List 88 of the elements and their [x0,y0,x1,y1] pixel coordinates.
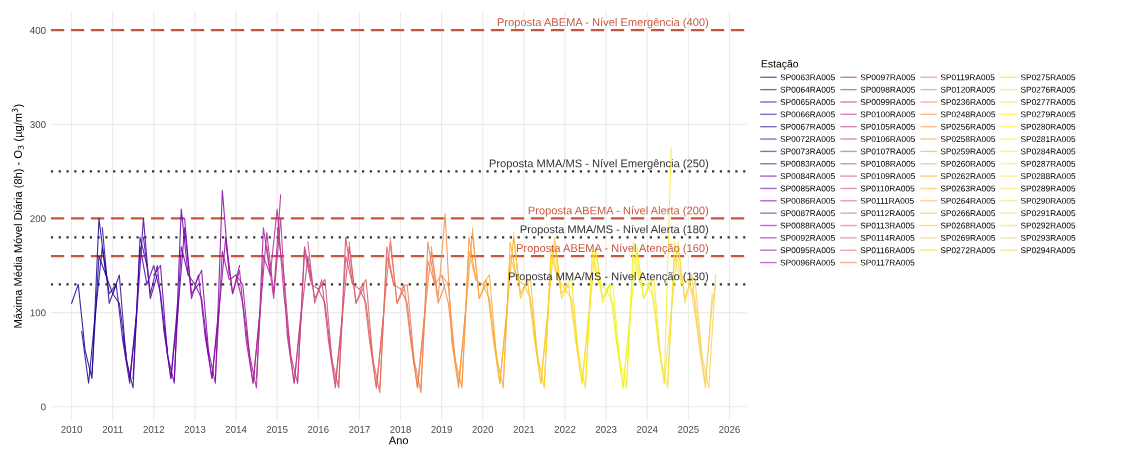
legend-label: SP0280RA005 [1020,123,1076,130]
legend-label: SP0084RA005 [780,173,835,180]
legend-label: SP0117RA005 [860,259,915,266]
legend-label: SP0279RA005 [1020,111,1076,118]
legend-label: SP0236RA005 [940,99,996,105]
legend-label: SP0119RA005 [940,74,995,81]
legend-label: SP0065RA005 [780,99,835,105]
legend-label: SP0083RA005 [780,160,835,167]
legend-label: SP0092RA005 [780,234,835,241]
x-tick-label: 2019 [431,425,452,433]
x-tick-label: 2024 [636,425,658,433]
legend-label: SP0259RA005 [940,148,996,155]
x-tick-label: 2020 [472,425,494,433]
legend-label: SP0268RA005 [940,222,996,229]
x-tick-label: 2023 [595,425,617,433]
x-tick-label: 2017 [349,425,370,433]
legend-label: SP0085RA005 [780,185,835,192]
legend-label: SP0087RA005 [780,210,835,217]
legend-label: SP0269RA005 [940,234,996,241]
y-axis-title: Máxima Média Móvel Diária (8h) - O$_{3}$ (µg/m$^{3}$) [11,104,25,328]
x-tick-label: 2022 [554,425,576,433]
legend-label: SP0248RA005 [940,111,996,118]
legend-label: SP0275RA005 [1020,74,1076,81]
legend-label: SP0256RA005 [940,123,996,130]
legend-label: SP0106RA005 [860,136,915,143]
x-tick-label: 2010 [61,425,83,433]
y-tick-label: 400 [30,26,46,34]
legend-label: SP0067RA005 [780,123,835,130]
x-tick-label: 2013 [184,425,206,433]
legend-label: SP0107RA005 [860,148,915,155]
legend-label: SP0096RA005 [780,259,835,266]
legend-label: SP0114RA005 [860,234,915,241]
legend-label: SP0276RA005 [1020,86,1076,93]
x-tick-label: 2014 [225,425,247,433]
legend-label: SP0066RA005 [780,111,835,118]
legend-label: SP0098RA005 [860,86,915,93]
ref-line-label: Proposta ABEMA - Nível Emergência (400) [497,17,709,29]
legend-title: Estação [761,59,799,70]
legend-label: SP0088RA005 [780,222,835,229]
legend-label: SP0287RA005 [1020,160,1076,167]
legend-label: SP0073RA005 [780,148,835,155]
x-axis-title: Ano [388,436,409,445]
legend-label: SP0264RA005 [940,197,996,204]
y-tick-label: 0 [41,403,46,411]
legend-label: SP0292RA005 [1020,222,1076,229]
legend-label: SP0108RA005 [860,160,915,167]
legend-label: SP0290RA005 [1020,197,1076,204]
legend-label: SP0072RA005 [780,136,835,143]
legend-label: SP0289RA005 [1020,185,1076,192]
legend-label: SP0272RA005 [940,247,996,254]
legend-label: SP0110RA005 [860,185,915,192]
legend-label: SP0113RA005 [860,222,915,229]
legend-label: SP0100RA005 [860,111,915,118]
x-tick-label: 2021 [513,425,535,433]
x-tick-label: 2025 [678,425,699,433]
y-tick-label: 100 [30,309,46,317]
legend-label: SP0109RA005 [860,173,915,180]
legend-label: SP0097RA005 [860,74,915,81]
legend-label: SP0120RA005 [940,86,996,93]
legend-label: SP0086RA005 [780,197,835,204]
x-tick-label: 2015 [266,425,288,433]
x-tick-label: 2012 [143,425,165,433]
legend-label: SP0293RA005 [1020,234,1076,241]
legend-label: SP0064RA005 [780,86,835,93]
legend-label: SP0063RA005 [780,74,835,81]
legend-label: SP0291RA005 [1020,210,1076,217]
legend-label: SP0111RA005 [860,197,914,204]
legend-label: SP0112RA005 [860,210,915,217]
legend-label: SP0258RA005 [940,136,996,143]
legend-label: SP0095RA005 [780,247,835,254]
legend-label: SP0263RA005 [940,185,996,192]
legend-label: SP0284RA005 [1020,148,1076,155]
legend-label: SP0105RA005 [860,123,915,130]
legend-label: SP0277RA005 [1020,99,1076,105]
legend-label: SP0116RA005 [860,247,915,254]
x-tick-label: 2011 [102,425,123,433]
x-tick-label: 2026 [719,425,740,433]
legend-label: SP0288RA005 [1020,173,1076,180]
legend-label: SP0262RA005 [940,173,996,180]
y-tick-label: 200 [30,215,46,223]
legend-label: SP0294RA005 [1020,247,1076,254]
legend-label: SP0266RA005 [940,210,996,217]
x-tick-label: 2016 [307,425,329,433]
legend-label: SP0099RA005 [860,99,915,105]
y-tick-label: 300 [30,121,46,128]
legend-label: SP0281RA005 [1020,136,1076,143]
x-tick-label: 2018 [390,425,411,433]
legend-label: SP0260RA005 [940,160,996,167]
